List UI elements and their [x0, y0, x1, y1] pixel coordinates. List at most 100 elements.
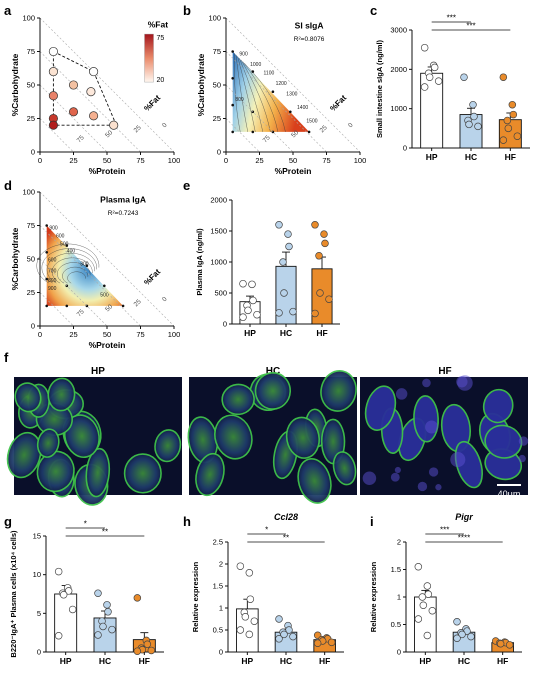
micrograph-label-hf: HF	[438, 366, 451, 377]
sample-point	[45, 277, 48, 281]
contour-label: 800	[48, 278, 57, 284]
villus	[6, 431, 42, 479]
sample-point	[251, 70, 255, 73]
fat-axis-label: %Fat	[142, 93, 162, 113]
diet-point	[89, 67, 99, 77]
data-point	[469, 100, 477, 109]
nuclei-cluster	[457, 375, 473, 391]
data-point	[289, 307, 297, 316]
panel-letter-g: g	[4, 514, 12, 529]
fat-tick-label: 25	[133, 298, 143, 308]
significance-label: ***	[440, 526, 449, 535]
sample-point	[307, 130, 311, 134]
data-point	[249, 296, 257, 305]
y-tick-label: 100	[208, 14, 221, 23]
sample-point	[231, 103, 234, 107]
data-point	[509, 110, 518, 119]
diet-point	[68, 107, 79, 117]
y-tick-label: 75	[213, 47, 221, 56]
data-point	[453, 617, 461, 626]
y-axis-label: Relative expression	[191, 561, 200, 632]
y-axis-label: %Carbohydrate	[10, 53, 20, 116]
r-squared-label: R²=0.7243	[108, 210, 139, 217]
panel-letter-b: b	[183, 3, 191, 18]
x-tick-label: HF	[316, 328, 327, 338]
colorbar-min-label: 20	[157, 77, 165, 84]
fat-tick-label: 0	[161, 122, 169, 130]
nuclei-cluster	[422, 378, 431, 388]
panel-letter-e: e	[183, 178, 190, 193]
diet-point	[48, 120, 58, 130]
data-point	[470, 112, 478, 121]
sample-point	[65, 304, 69, 308]
sample-point	[121, 304, 125, 308]
contour-line	[235, 54, 249, 132]
data-point	[275, 309, 283, 317]
micrograph-hp	[6, 377, 182, 506]
panel-letter-a: a	[4, 3, 12, 18]
contour-label: 1100	[264, 70, 275, 76]
y-tick-label: 0.5	[391, 620, 401, 629]
data-point	[244, 306, 252, 315]
micrograph-label-hp: HP	[91, 366, 105, 377]
y-axis-label: Relative expression	[369, 561, 378, 632]
villus	[14, 382, 42, 413]
sample-point	[45, 224, 48, 227]
y-tick-label: 0	[403, 144, 407, 153]
contour-label: 1000	[250, 62, 261, 68]
x-tick-label: HF	[139, 656, 150, 666]
y-tick-label: 0	[217, 148, 221, 157]
data-point	[499, 136, 508, 144]
villus	[454, 440, 483, 489]
contour-line	[41, 248, 97, 284]
data-point	[284, 230, 292, 238]
y-tick-label: 0	[219, 648, 223, 657]
y-tick-label: 2000	[210, 196, 227, 205]
heatmap-title: SI sIgA	[295, 21, 324, 31]
y-tick-label: 75	[27, 47, 35, 56]
x-tick-label: 50	[289, 156, 297, 165]
data-point	[325, 295, 333, 303]
y-tick-label: 0	[397, 648, 401, 657]
villus	[320, 370, 357, 412]
contour-label: 1500	[306, 119, 317, 125]
y-tick-label: 2000	[390, 65, 407, 74]
contour-line	[67, 271, 86, 284]
data-point	[503, 116, 512, 125]
chart-title: Ccl28	[274, 512, 298, 522]
contour-line	[240, 59, 271, 132]
data-point	[434, 77, 443, 85]
data-point	[513, 132, 522, 140]
panel-d-heatmap: 900600500400300500600700800900Plasma IgA…	[10, 188, 180, 351]
contour-line	[234, 53, 241, 132]
panel-letter-c: c	[370, 3, 377, 18]
data-point	[423, 631, 432, 640]
x-tick-label: 75	[136, 330, 144, 339]
data-point	[453, 634, 461, 642]
data-point	[245, 630, 254, 639]
x-tick-label: HC	[280, 328, 292, 338]
data-point	[99, 622, 107, 631]
data-point	[239, 279, 247, 288]
diet-point	[48, 46, 58, 57]
fat-isoline	[225, 17, 361, 153]
significance-label: *	[84, 520, 87, 529]
y-tick-label: 500	[214, 289, 227, 298]
x-tick-label: HC	[465, 152, 477, 162]
villus	[484, 424, 523, 459]
nuclei-cluster	[450, 452, 466, 468]
x-tick-label: HP	[419, 656, 431, 666]
x-tick-label: HC	[280, 656, 292, 666]
villus	[332, 451, 357, 486]
data-point	[508, 100, 517, 109]
data-point	[104, 608, 112, 616]
sample-point	[45, 304, 48, 308]
x-tick-label: HF	[505, 152, 516, 162]
diet-point	[89, 111, 99, 121]
contour-line	[244, 63, 286, 132]
nuclei-cluster	[435, 484, 442, 491]
